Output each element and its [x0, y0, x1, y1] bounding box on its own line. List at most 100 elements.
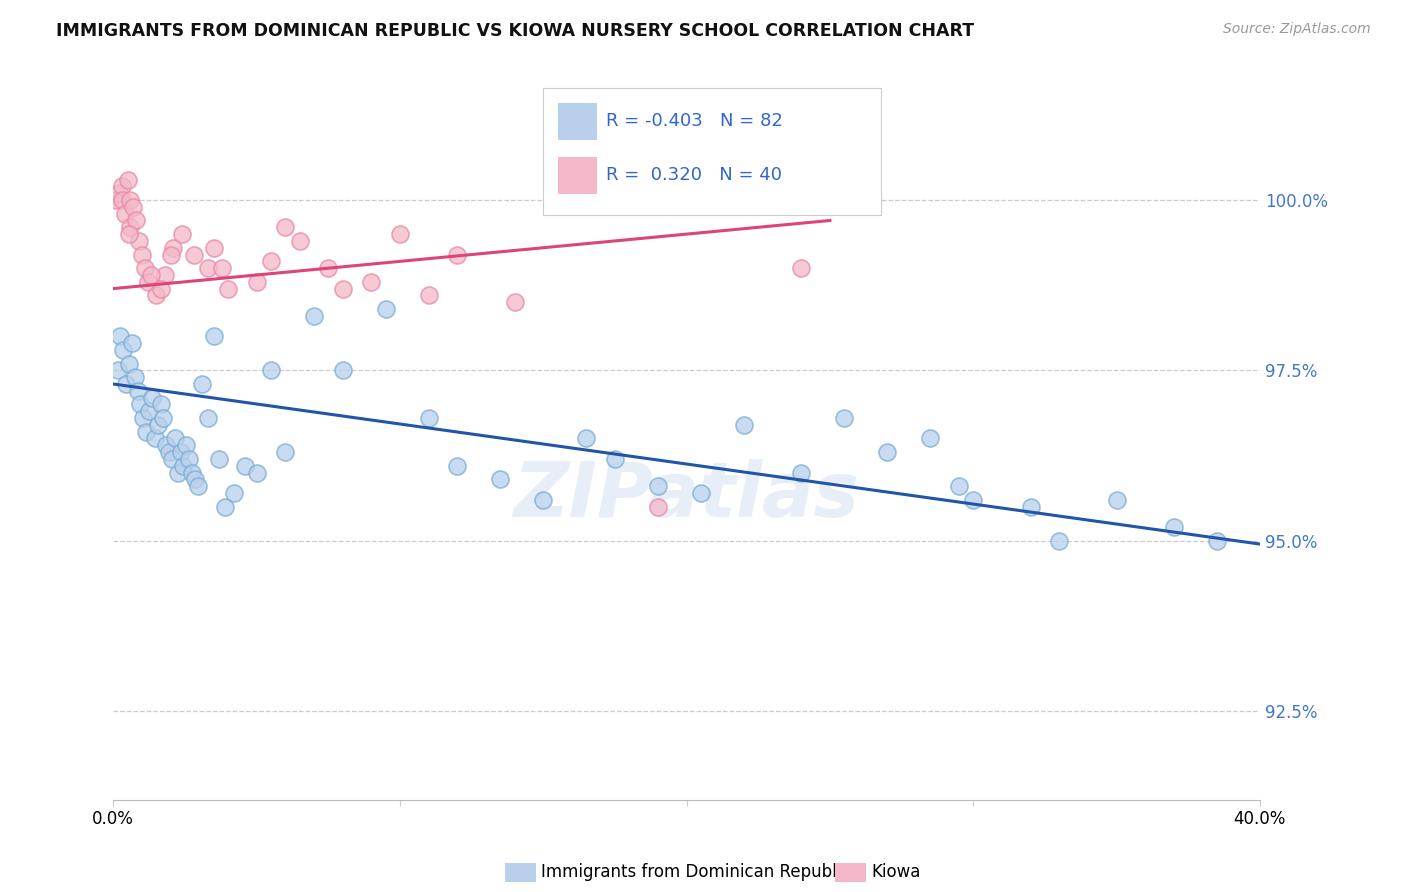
Point [1019, 500, 1042, 514]
Point [962, 492, 984, 507]
Point [166, 466, 188, 480]
Point [603, 451, 626, 466]
Point [217, 282, 239, 296]
Point [160, 451, 183, 466]
Point [374, 301, 396, 316]
Point [176, 438, 198, 452]
Point [135, 425, 157, 439]
Point [360, 275, 382, 289]
Point [162, 241, 184, 255]
Point [143, 432, 166, 446]
Point [187, 479, 209, 493]
Point [260, 254, 283, 268]
Point [191, 376, 214, 391]
Point [120, 220, 142, 235]
Point [181, 466, 204, 480]
Y-axis label: Nursery School: Nursery School [0, 376, 8, 501]
Point [233, 458, 256, 473]
FancyBboxPatch shape [558, 103, 598, 140]
Point [146, 417, 169, 432]
FancyBboxPatch shape [543, 88, 882, 215]
Text: Source: ZipAtlas.com: Source: ZipAtlas.com [1223, 22, 1371, 37]
Point [197, 411, 219, 425]
Point [110, 329, 132, 343]
Point [208, 451, 231, 466]
Point [111, 193, 134, 207]
Point [1105, 492, 1128, 507]
Point [274, 445, 297, 459]
Point [920, 432, 942, 446]
Point [173, 458, 195, 473]
Point [332, 282, 354, 296]
Point [112, 343, 135, 357]
Point [446, 458, 468, 473]
Point [316, 261, 339, 276]
Point [134, 261, 156, 276]
Point [155, 438, 177, 452]
Point [332, 363, 354, 377]
Point [245, 466, 267, 480]
Point [214, 500, 236, 514]
Point [790, 466, 813, 480]
Point [418, 288, 440, 302]
Point [832, 411, 855, 425]
Point [149, 282, 172, 296]
Point [211, 261, 233, 276]
Point [136, 275, 159, 289]
Point [790, 261, 813, 276]
Point [153, 268, 176, 282]
Point [145, 288, 167, 302]
Text: Kiowa: Kiowa [872, 863, 921, 881]
Point [127, 384, 149, 398]
Point [118, 227, 141, 241]
Point [115, 376, 138, 391]
Point [418, 411, 440, 425]
Text: IMMIGRANTS FROM DOMINICAN REPUBLIC VS KIOWA NURSERY SCHOOL CORRELATION CHART: IMMIGRANTS FROM DOMINICAN REPUBLIC VS KI… [56, 22, 974, 40]
Point [169, 445, 191, 459]
Point [183, 247, 205, 261]
Point [388, 227, 411, 241]
FancyBboxPatch shape [558, 157, 598, 194]
Point [121, 336, 143, 351]
Point [159, 247, 181, 261]
Point [531, 492, 554, 507]
Point [222, 486, 245, 500]
Point [170, 227, 193, 241]
Point [117, 172, 139, 186]
Point [118, 357, 141, 371]
Point [184, 472, 207, 486]
Point [446, 247, 468, 261]
Point [690, 486, 713, 500]
Text: ZIPatlas: ZIPatlas [513, 459, 859, 533]
Point [128, 234, 150, 248]
Point [1205, 533, 1227, 548]
Text: R =  0.320   N = 40: R = 0.320 N = 40 [606, 166, 782, 184]
Point [105, 193, 128, 207]
Point [260, 363, 283, 377]
Point [245, 275, 267, 289]
Point [489, 472, 512, 486]
Point [107, 363, 129, 377]
Point [132, 411, 155, 425]
Point [149, 397, 172, 411]
Text: R = -0.403   N = 82: R = -0.403 N = 82 [606, 112, 783, 129]
Point [179, 451, 201, 466]
Point [157, 445, 180, 459]
Point [124, 370, 146, 384]
Point [129, 397, 152, 411]
Point [948, 479, 970, 493]
Point [575, 432, 598, 446]
Point [152, 411, 174, 425]
Point [733, 417, 755, 432]
Point [138, 404, 160, 418]
Point [274, 220, 297, 235]
Point [197, 261, 219, 276]
Point [122, 200, 145, 214]
Point [503, 295, 526, 310]
Point [125, 213, 148, 227]
Point [302, 309, 325, 323]
Point [1047, 533, 1070, 548]
Text: Immigrants from Dominican Republic: Immigrants from Dominican Republic [541, 863, 851, 881]
Point [111, 179, 134, 194]
Point [108, 186, 131, 201]
